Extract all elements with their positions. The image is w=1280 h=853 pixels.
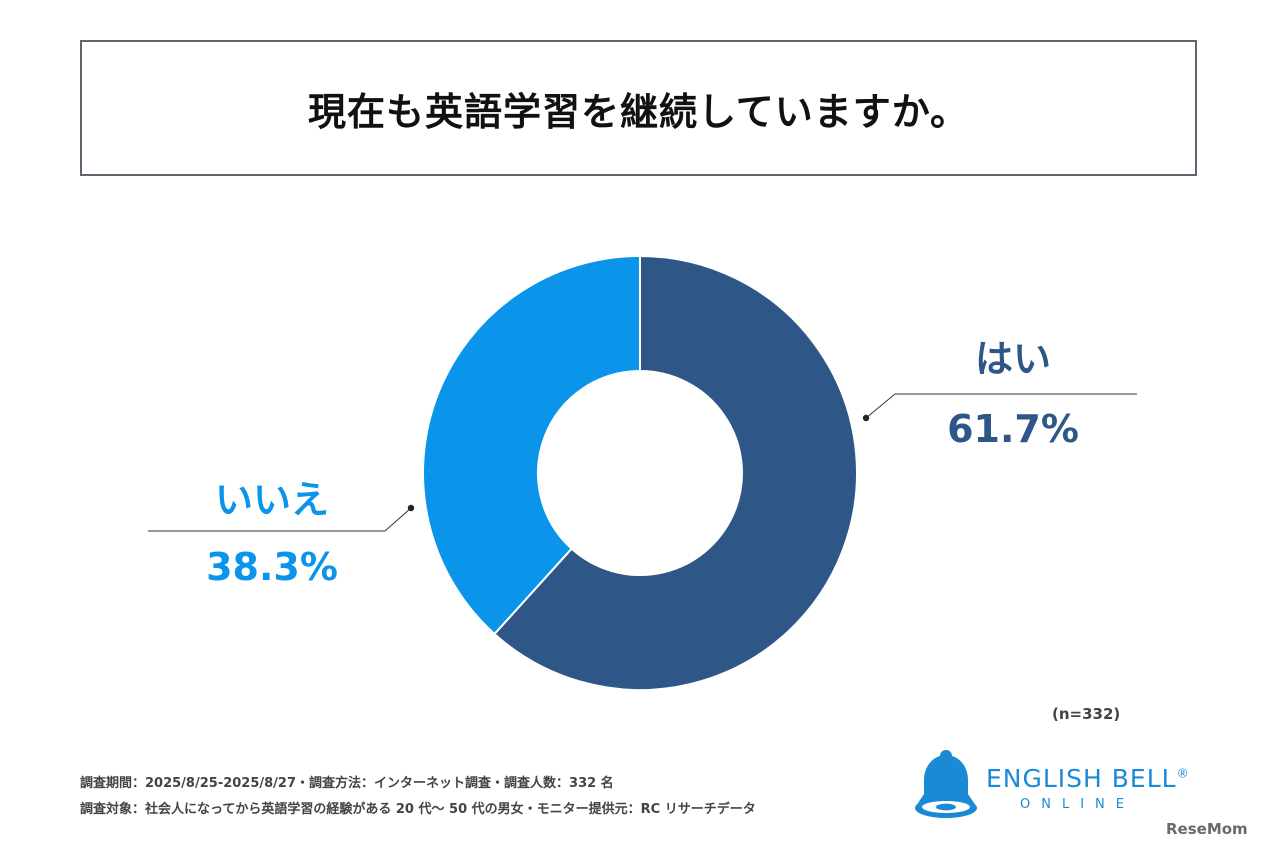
title-box: 現在も英語学習を継続していますか。 xyxy=(80,40,1197,176)
english-bell-logo: ENGLISH BELL® ONLINE xyxy=(912,742,1212,822)
no-category-label: いいえ xyxy=(215,478,329,522)
yes-value-label: 61.7% xyxy=(947,407,1079,451)
donut-slice-no xyxy=(422,254,641,636)
no-leader-dot xyxy=(407,504,415,512)
no-value-label: 38.3% xyxy=(206,545,338,589)
yes-label-group: はい 61.7% xyxy=(862,337,1137,451)
yes-category-label: はい xyxy=(975,337,1051,381)
yes-leader-line xyxy=(865,393,1137,419)
chart-title: 現在も英語学習を継続していますか。 xyxy=(307,89,970,134)
no-label-group: いいえ 38.3% xyxy=(148,478,415,589)
sample-size-label: (n=332) xyxy=(1052,705,1121,723)
no-leader-line xyxy=(148,507,412,532)
logo-subtitle: ONLINE xyxy=(1020,797,1135,812)
footnote-survey-target: 調査対象：社会人になってから英語学習の経験がある 20 代〜 50 代の男女・モ… xyxy=(80,802,756,817)
yes-leader-dot xyxy=(862,414,870,422)
bell-icon xyxy=(915,750,977,818)
footnote-survey-period: 調査期間：2025/8/25-2025/8/27・調査方法：インターネット調査・… xyxy=(80,776,614,791)
logo-wordmark: ENGLISH BELL® xyxy=(986,764,1190,793)
resemom-watermark: ReseMom xyxy=(1166,820,1248,838)
donut-slice-yes xyxy=(493,254,858,691)
